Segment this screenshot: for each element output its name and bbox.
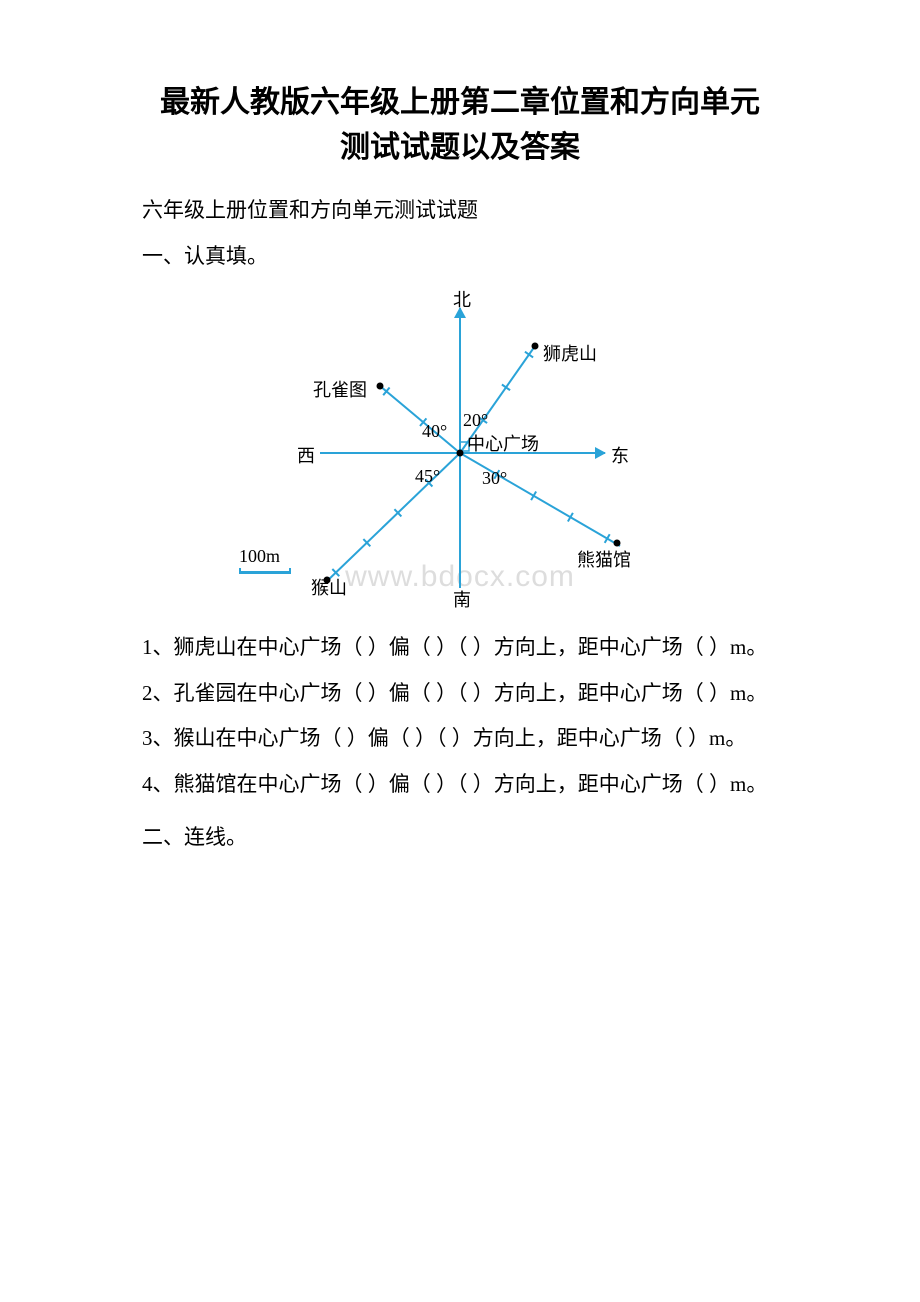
label-houshan: 猴山	[311, 574, 347, 600]
label-xiongmao: 熊猫馆	[577, 546, 631, 572]
scale-bar	[239, 568, 291, 574]
section-2-header: 二、连线。	[100, 821, 820, 851]
label-north: 北	[453, 286, 471, 312]
section-1-header: 一、认真填。	[100, 240, 820, 270]
label-south: 南	[453, 586, 471, 612]
question-3: 3、猴山在中心广场（ ）偏（ ）（ ）方向上，距中心广场（ ）m。	[100, 721, 820, 757]
label-west: 西	[297, 442, 315, 468]
label-east: 东	[611, 442, 629, 468]
label-kongque: 孔雀图	[313, 376, 367, 402]
angle-label: 30°	[482, 468, 507, 489]
title-line-1: 最新人教版六年级上册第二章位置和方向单元	[160, 86, 760, 119]
diagram-container: www.bdocx.com 20°40°45°30°北南东西中心广场狮虎山孔雀图…	[100, 288, 820, 608]
label-center: 中心广场	[467, 430, 539, 456]
question-1: 1、狮虎山在中心广场（ ）偏（ ）（ ）方向上，距中心广场（ ）m。	[100, 630, 820, 666]
doc-subtitle: 六年级上册位置和方向单元测试试题	[100, 194, 820, 224]
direction-svg	[215, 288, 705, 608]
angle-label: 45°	[415, 466, 440, 487]
question-4: 4、熊猫馆在中心广场（ ）偏（ ）（ ）方向上，距中心广场（ ）m。	[100, 767, 820, 803]
page-title: 最新人教版六年级上册第二章位置和方向单元 测试试题以及答案	[100, 80, 820, 170]
direction-diagram: www.bdocx.com 20°40°45°30°北南东西中心广场狮虎山孔雀图…	[215, 288, 705, 608]
question-2: 2、孔雀园在中心广场（ ）偏（ ）（ ）方向上，距中心广场（ ）m。	[100, 676, 820, 712]
label-scale: 100m	[239, 546, 280, 567]
title-line-2: 测试试题以及答案	[340, 131, 580, 164]
label-shihu: 狮虎山	[543, 340, 597, 366]
angle-label: 20°	[463, 410, 488, 431]
angle-label: 40°	[422, 421, 447, 442]
